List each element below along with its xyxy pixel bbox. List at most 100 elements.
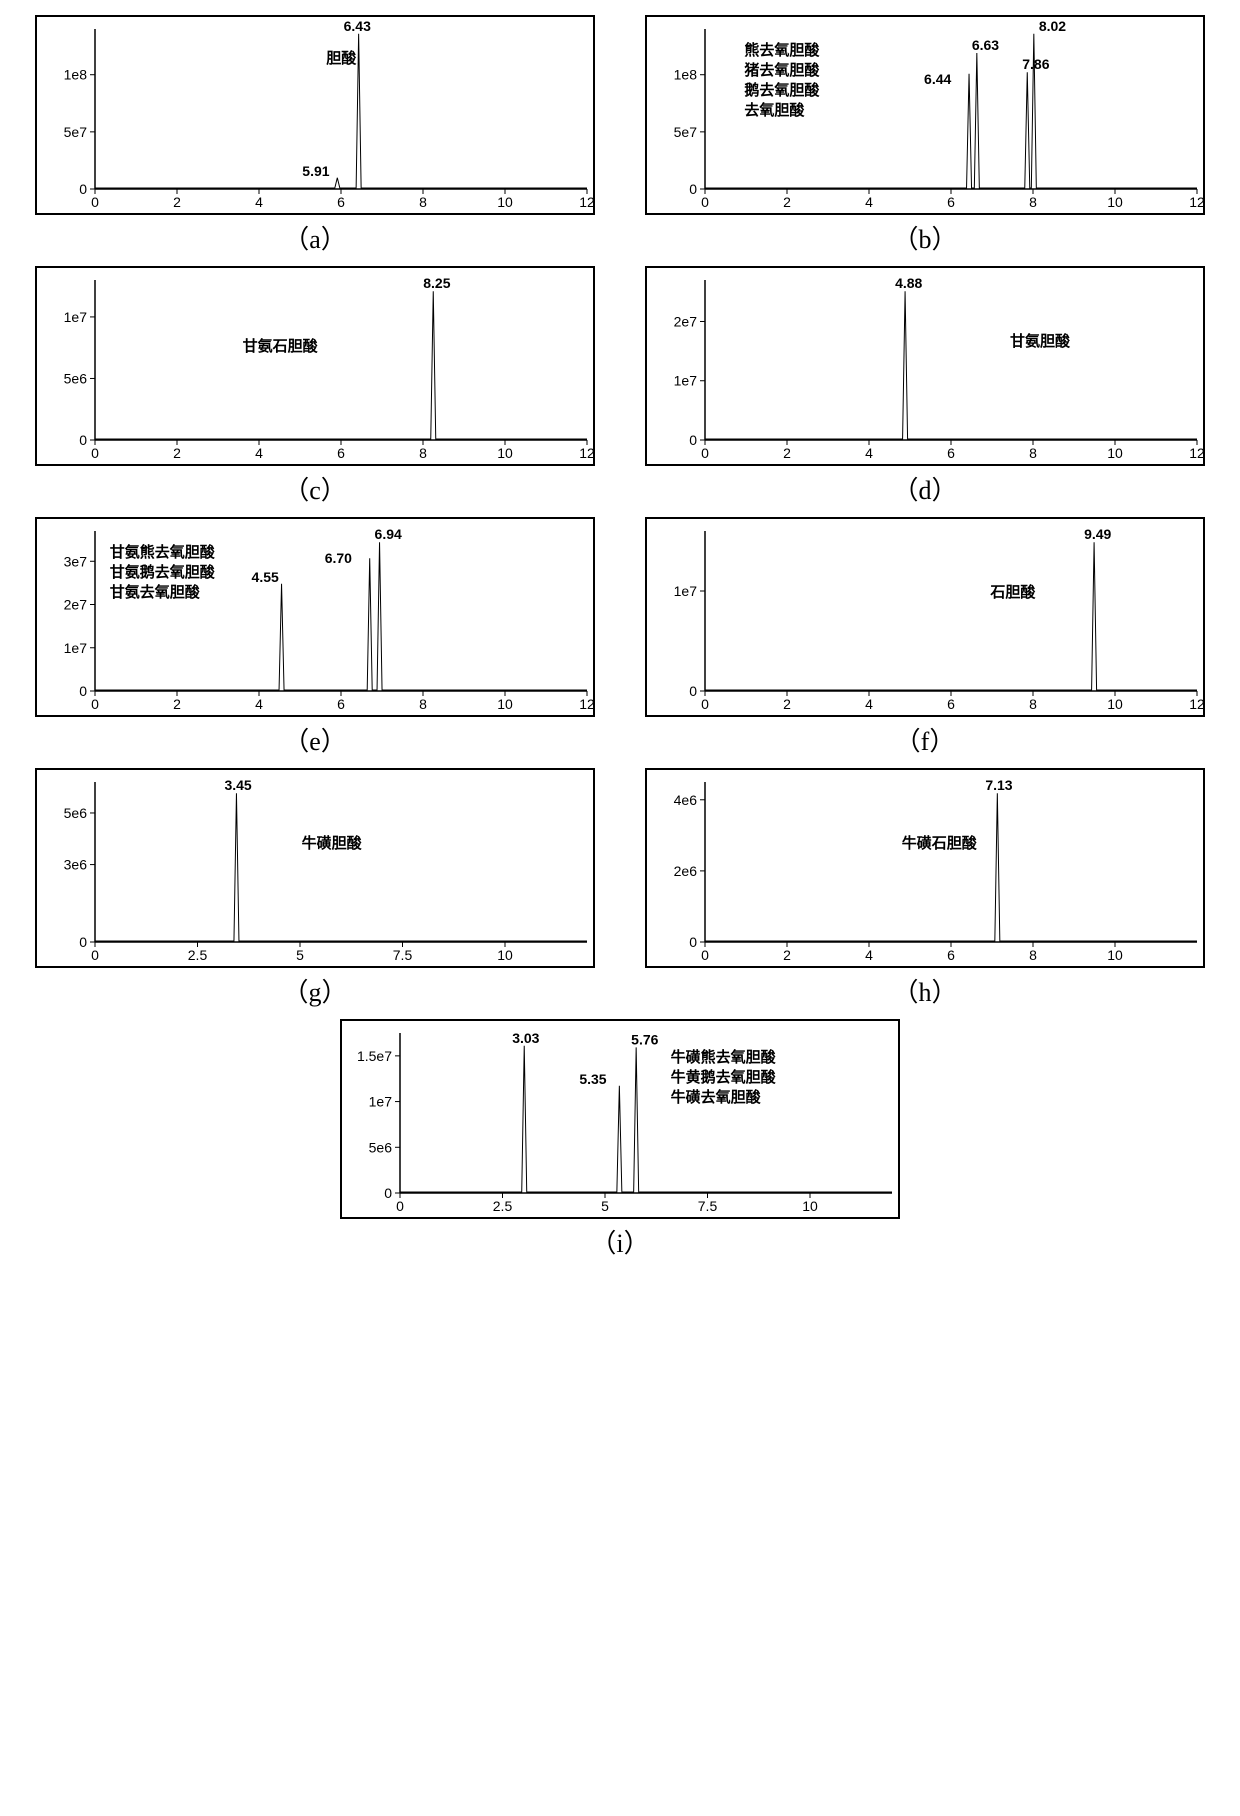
chart-a: 02468101205e71e85.916.43胆酸	[35, 15, 595, 215]
panel-g: 02.557.51003e65e63.45牛磺胆酸（g）	[20, 768, 610, 1009]
x-tick-label: 10	[1107, 947, 1123, 963]
x-tick-label: 10	[1107, 445, 1123, 461]
x-tick-label: 8	[1029, 947, 1037, 963]
x-tick-label: 5	[601, 1198, 609, 1214]
y-tick-label: 0	[79, 934, 87, 950]
chromatogram-svg: 02468101205e71e85.916.43胆酸	[37, 17, 597, 217]
x-tick-label: 4	[255, 696, 263, 712]
y-tick-label: 1e7	[64, 309, 88, 325]
panel-sublabel: （f）	[895, 721, 956, 758]
x-tick-label: 4	[865, 696, 873, 712]
peak-label: 6.44	[924, 71, 951, 87]
x-tick-label: 2	[783, 194, 791, 210]
y-tick-label: 0	[79, 181, 87, 197]
x-tick-label: 5	[296, 947, 304, 963]
x-tick-label: 10	[497, 194, 513, 210]
legend-line: 石胆酸	[989, 583, 1036, 601]
peak-label: 5.76	[631, 1031, 658, 1047]
peak-label: 6.94	[375, 526, 402, 542]
y-tick-label: 0	[689, 934, 697, 950]
x-tick-label: 10	[1107, 194, 1123, 210]
x-tick-label: 0	[396, 1198, 404, 1214]
x-tick-label: 0	[91, 696, 99, 712]
panel-c: 02468101205e61e78.25甘氨石胆酸（c）	[20, 266, 610, 507]
chart-g: 02.557.51003e65e63.45牛磺胆酸	[35, 768, 595, 968]
x-tick-label: 0	[91, 947, 99, 963]
panel-sublabel: （e）	[283, 721, 347, 758]
peak-label: 9.49	[1084, 526, 1111, 542]
chromatogram-svg: 02.557.51003e65e63.45牛磺胆酸	[37, 770, 597, 970]
x-tick-label: 8	[1029, 445, 1037, 461]
y-tick-label: 1.5e7	[357, 1048, 392, 1064]
x-tick-label: 2	[783, 947, 791, 963]
chromatogram-svg: 02.557.51005e61e71.5e73.035.355.76牛磺熊去氧胆…	[342, 1021, 902, 1221]
panel-sublabel: （a）	[283, 219, 347, 256]
peak-label: 7.86	[1022, 56, 1049, 72]
chromatogram-svg: 02468101201e72e74.88甘氨胆酸	[647, 268, 1207, 468]
x-tick-label: 4	[865, 445, 873, 461]
y-tick-label: 5e7	[674, 124, 698, 140]
x-tick-label: 2	[173, 445, 181, 461]
x-tick-label: 4	[865, 194, 873, 210]
y-tick-label: 1e7	[674, 373, 698, 389]
peak-label: 8.02	[1039, 18, 1066, 34]
chromatogram-svg: 02468101205e71e86.446.637.868.02熊去氧胆酸猪去氧…	[647, 17, 1207, 217]
y-tick-label: 0	[689, 432, 697, 448]
legend-line: 牛磺胆酸	[302, 834, 363, 852]
x-tick-label: 6	[947, 696, 955, 712]
x-tick-label: 12	[1189, 696, 1205, 712]
peak-label: 5.35	[579, 1071, 606, 1087]
x-tick-label: 12	[579, 445, 595, 461]
x-tick-label: 10	[497, 445, 513, 461]
x-tick-label: 4	[255, 445, 263, 461]
x-tick-label: 2	[783, 445, 791, 461]
chromatogram-svg: 02468101201e72e73e74.556.706.94甘氨熊去氧胆酸甘氨…	[37, 519, 597, 719]
legend-line: 鹅去氧胆酸	[744, 81, 820, 99]
x-tick-label: 0	[701, 947, 709, 963]
x-tick-label: 12	[1189, 194, 1205, 210]
legend-line: 猪去氧胆酸	[743, 61, 820, 79]
legend-line: 甘氨去氧胆酸	[110, 583, 201, 601]
chromatogram-svg: 02468101205e61e78.25甘氨石胆酸	[37, 268, 597, 468]
x-tick-label: 6	[947, 445, 955, 461]
panel-f: 02468101201e79.49石胆酸（f）	[630, 517, 1220, 758]
chromatogram-trace	[95, 793, 587, 941]
y-tick-label: 3e6	[64, 857, 88, 873]
chromatogram-trace	[95, 291, 587, 439]
x-tick-label: 7.5	[698, 1198, 718, 1214]
panel-sublabel: （b）	[892, 219, 957, 256]
x-tick-label: 0	[701, 445, 709, 461]
y-tick-label: 0	[689, 683, 697, 699]
y-tick-label: 0	[689, 181, 697, 197]
peak-label: 6.70	[325, 550, 352, 566]
y-tick-label: 3e7	[64, 553, 88, 569]
x-tick-label: 8	[419, 194, 427, 210]
x-tick-label: 4	[865, 947, 873, 963]
peak-label: 4.88	[895, 275, 922, 291]
x-tick-label: 10	[497, 696, 513, 712]
legend-line: 去氧胆酸	[744, 101, 805, 119]
x-tick-label: 2.5	[188, 947, 208, 963]
legend-line: 牛磺去氧胆酸	[671, 1088, 762, 1106]
peak-label: 5.91	[302, 163, 329, 179]
y-tick-label: 0	[384, 1185, 392, 1201]
panel-sublabel: （c）	[283, 470, 347, 507]
x-tick-label: 6	[947, 947, 955, 963]
chromatogram-svg: 024681002e64e67.13牛磺石胆酸	[647, 770, 1207, 970]
peak-label: 6.43	[344, 18, 371, 34]
y-tick-label: 5e6	[369, 1139, 393, 1155]
panel-h: 024681002e64e67.13牛磺石胆酸（h）	[630, 768, 1220, 1009]
x-tick-label: 10	[802, 1198, 818, 1214]
chart-i: 02.557.51005e61e71.5e73.035.355.76牛磺熊去氧胆…	[340, 1019, 900, 1219]
y-tick-label: 0	[79, 432, 87, 448]
x-tick-label: 8	[419, 696, 427, 712]
x-tick-label: 8	[1029, 194, 1037, 210]
panel-sublabel: （g）	[282, 972, 347, 1009]
peak-label: 6.63	[972, 37, 999, 53]
x-tick-label: 7.5	[393, 947, 413, 963]
peak-label: 3.03	[512, 1030, 539, 1046]
chart-h: 024681002e64e67.13牛磺石胆酸	[645, 768, 1205, 968]
chromatogram-trace	[705, 291, 1197, 439]
panel-d: 02468101201e72e74.88甘氨胆酸（d）	[630, 266, 1220, 507]
x-tick-label: 6	[337, 194, 345, 210]
